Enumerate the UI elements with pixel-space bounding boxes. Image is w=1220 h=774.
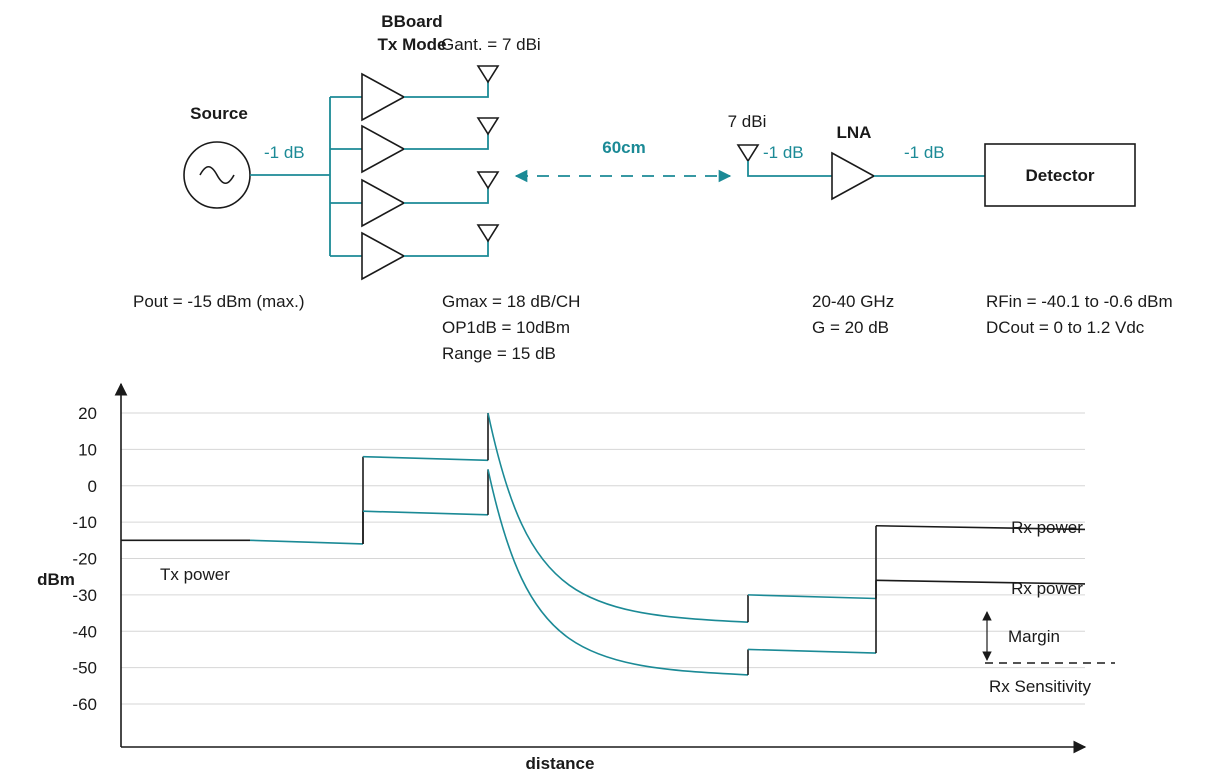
margin-label: Margin — [1008, 627, 1060, 646]
detector-spec-line: RFin = -40.1 to -0.6 dBm — [986, 292, 1173, 311]
lna-spec-line: 20-40 GHz — [812, 292, 894, 311]
y-tick-label: -50 — [72, 659, 97, 678]
y-tick-label: 20 — [78, 404, 97, 423]
rx-power-lower-line — [747, 648, 877, 654]
gridlines — [121, 412, 1085, 705]
power-level-chart: 20 10 0 -10 -20 -30 -40 -50 -60 dBm distance Tx … — [37, 382, 1115, 773]
rx-power-lower-line — [487, 469, 749, 676]
lna-spec-line: G = 20 dB — [812, 318, 889, 337]
rx-power-upper-line — [487, 412, 749, 623]
rx-power-upper-line — [362, 455, 489, 462]
block-diagram: BBoard Tx Mode Gant. = 7 dBi Source -1 d… — [133, 12, 1173, 363]
tx-power-label: Tx power — [160, 565, 230, 584]
amplifier-icon — [361, 178, 406, 228]
antenna-icon — [476, 117, 500, 136]
amp-out-2 — [404, 134, 489, 150]
rx-ant-line — [747, 161, 832, 177]
y-tick-label: -30 — [72, 586, 97, 605]
rx-power-upper-label: Rx power — [1011, 518, 1083, 537]
antenna-icon — [476, 65, 500, 84]
antenna-icon — [476, 171, 500, 190]
bboard-spec-line: OP1dB = 10dBm — [442, 318, 570, 337]
y-tick-label: 0 — [88, 477, 97, 496]
tx-power-line — [249, 539, 364, 545]
x-axis-label: distance — [526, 754, 595, 773]
y-tick-label: -20 — [72, 550, 97, 569]
lna-label: LNA — [837, 123, 872, 142]
y-tick-label: -10 — [72, 513, 97, 532]
rx-sensitivity-label: Rx Sensitivity — [989, 677, 1092, 696]
rx-power-lower-line — [362, 510, 489, 516]
distance-label: 60cm — [602, 138, 645, 157]
source-spec: Pout = -15 dBm (max.) — [133, 292, 304, 311]
amplifier-icon — [361, 72, 406, 122]
y-tick-label: -60 — [72, 695, 97, 714]
detector-box — [984, 143, 1136, 207]
detector-label: Detector — [1026, 166, 1095, 185]
bboard-title: BBoard — [381, 12, 442, 31]
source-loss-label: -1 dB — [264, 143, 305, 162]
detector-spec-line: DCout = 0 to 1.2 Vdc — [986, 318, 1145, 337]
bboard-mode: Tx Mode — [378, 35, 447, 54]
y-tick-label: 10 — [78, 440, 97, 459]
rx-antenna-gain: 7 dBi — [728, 112, 767, 131]
amp-out-3 — [404, 188, 489, 204]
amplifier-icon — [361, 231, 406, 281]
sine-icon — [199, 165, 235, 185]
antenna-loss-label: -1 dB — [763, 143, 804, 162]
bboard-spec-line: Range = 15 dB — [442, 344, 556, 363]
source-label: Source — [190, 104, 248, 123]
rx-power-lower-label: Rx power — [1011, 579, 1083, 598]
series-group — [121, 412, 1086, 676]
antenna-icon — [476, 224, 500, 243]
lna-icon — [831, 151, 876, 201]
gant-label: Gant. = 7 dBi — [441, 35, 541, 54]
y-tick-labels: 20 10 0 -10 -20 -30 -40 -50 -60 — [72, 404, 97, 714]
rx-power-upper-line — [747, 594, 877, 600]
amp-out-1 — [404, 82, 489, 98]
rx-power-upper-line — [875, 524, 1086, 531]
bboard-spec-line: Gmax = 18 dB/CH — [442, 292, 580, 311]
amp-out-4 — [404, 241, 489, 257]
rx-power-lower-line — [875, 579, 1086, 585]
amplifier-icon — [361, 124, 406, 174]
antenna-icon — [736, 144, 760, 163]
lna-loss-label: -1 dB — [904, 143, 945, 162]
y-axis-label: dBm — [37, 570, 75, 589]
y-tick-label: -40 — [72, 622, 97, 641]
